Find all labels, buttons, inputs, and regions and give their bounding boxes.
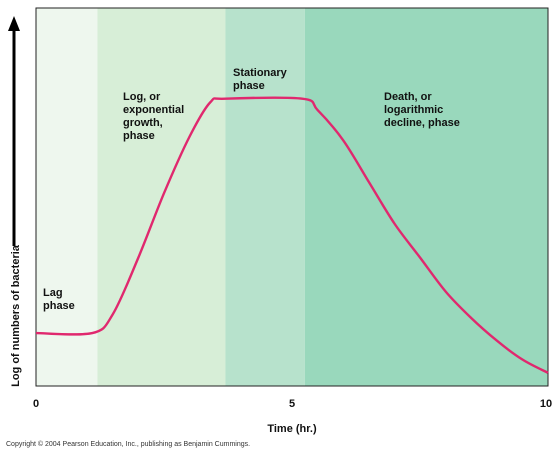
phase-label-3: Stationary phase [233, 67, 287, 92]
phase-label-2: Log, or exponential growth, phase [123, 91, 185, 142]
plot-frame [35, 7, 549, 387]
phase-bands [36, 8, 548, 386]
growth-curve-line [35, 96, 549, 374]
phase-label-4: Death, or logarithmic decline, phase [384, 91, 460, 129]
phase-label-1: Lag phase [43, 287, 75, 312]
y-axis-arrowhead [8, 16, 20, 31]
phase-band-4 [304, 8, 548, 386]
x-axis-label: Time (hr.) [267, 423, 317, 435]
y-axis-label: Log of numbers of bacteria [10, 245, 22, 387]
phase-band-3 [225, 8, 305, 386]
copyright-notice: Copyright © 2004 Pearson Education, Inc.… [6, 441, 251, 448]
x-tick-label: 0 [32, 398, 40, 410]
x-tick-label: 10 [539, 398, 553, 410]
x-tick-label: 5 [288, 398, 296, 410]
phase-band-1 [36, 8, 98, 386]
